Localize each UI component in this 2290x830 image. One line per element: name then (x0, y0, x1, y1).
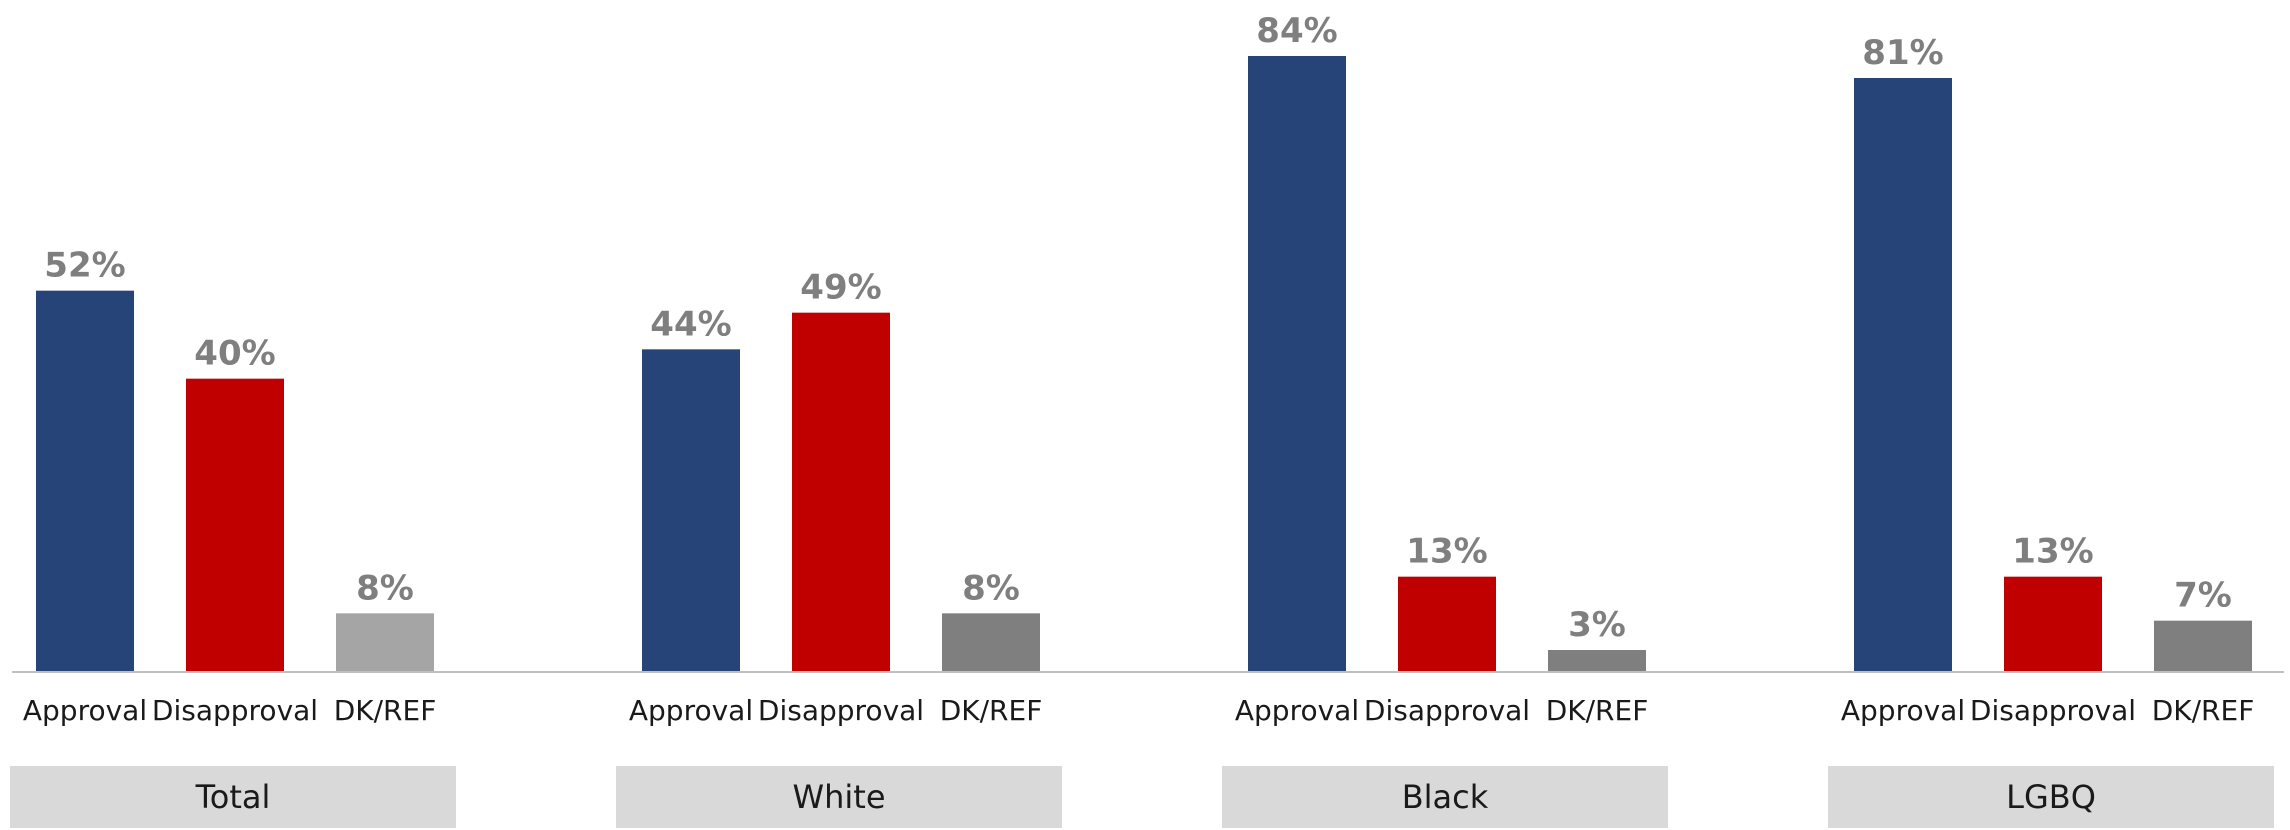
group-label-lgbq: LGBQ (2006, 778, 2096, 816)
bar-lgbq-dk-ref (2154, 620, 2252, 672)
bars-layer (36, 56, 2252, 672)
value-label-white-dk-ref: 8% (962, 568, 1020, 608)
labels-layer: 52% Approval 40% Disapproval 8% DK/REF 44% Appr… (23, 11, 2254, 727)
value-label-black-dk-ref: 3% (1568, 605, 1626, 645)
value-label-black-approval: 84% (1256, 11, 1337, 51)
bar-black-dk-ref (1548, 650, 1646, 672)
category-label-lgbq-dk-ref: DK/REF (2152, 694, 2255, 727)
category-label-black-dk-ref: DK/REF (1546, 694, 1649, 727)
value-label-white-approval: 44% (650, 304, 731, 344)
bar-black-disapproval (1398, 576, 1496, 672)
category-label-total-approval: Approval (23, 694, 147, 727)
bar-total-approval (36, 290, 134, 672)
group-box-white (616, 766, 1062, 828)
group-label-total: Total (195, 778, 271, 816)
bar-lgbq-disapproval (2004, 576, 2102, 672)
category-label-lgbq-approval: Approval (1841, 694, 1965, 727)
value-label-black-disapproval: 13% (1406, 532, 1487, 572)
category-label-black-disapproval: Disapproval (1364, 694, 1530, 727)
category-label-total-dk-ref: DK/REF (334, 694, 437, 727)
group-label-white: White (792, 778, 885, 816)
bar-white-dk-ref (942, 613, 1040, 672)
value-label-lgbq-disapproval: 13% (2012, 532, 2093, 572)
bar-black-approval (1248, 56, 1346, 672)
value-label-total-disapproval: 40% (194, 334, 275, 374)
category-label-white-approval: Approval (629, 694, 753, 727)
category-label-total-disapproval: Disapproval (152, 694, 318, 727)
bar-white-disapproval (792, 312, 890, 672)
value-label-lgbq-approval: 81% (1862, 33, 1943, 73)
value-label-total-dk-ref: 8% (356, 568, 414, 608)
bar-lgbq-approval (1854, 78, 1952, 672)
category-label-white-dk-ref: DK/REF (940, 694, 1043, 727)
bar-white-approval (642, 349, 740, 672)
group-box-black (1222, 766, 1668, 828)
bar-total-disapproval (186, 378, 284, 672)
value-label-white-disapproval: 49% (800, 268, 881, 308)
category-label-black-approval: Approval (1235, 694, 1359, 727)
group-box-lgbq (1828, 766, 2274, 828)
category-label-white-disapproval: Disapproval (758, 694, 924, 727)
bar-total-dk-ref (336, 613, 434, 672)
group-labels-layer: Total White Black LGBQ (10, 766, 2274, 828)
category-label-lgbq-disapproval: Disapproval (1970, 694, 2136, 727)
group-label-black: Black (1402, 778, 1489, 816)
value-label-total-approval: 52% (44, 246, 125, 286)
group-box-total (10, 766, 456, 828)
value-label-lgbq-dk-ref: 7% (2174, 576, 2232, 616)
